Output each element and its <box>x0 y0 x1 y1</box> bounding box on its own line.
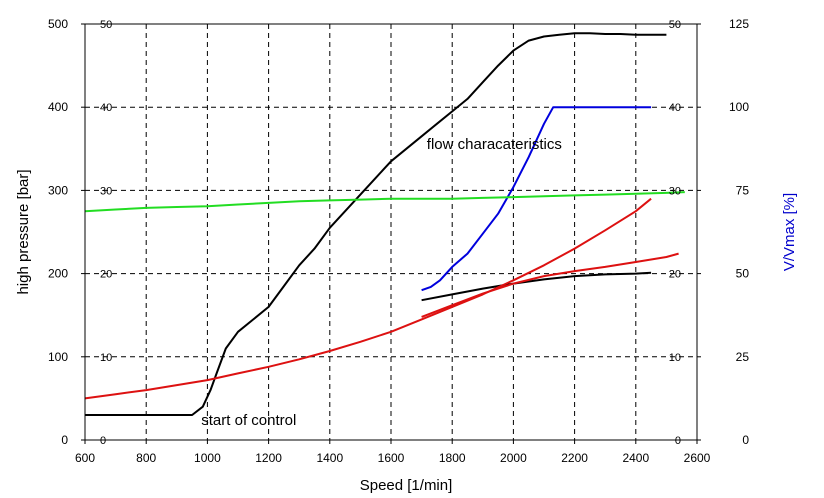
x-tick-label: 1800 <box>439 451 466 465</box>
series-line-6 <box>421 252 679 318</box>
series-line-4 <box>84 191 685 213</box>
inner-right-tick-label: 40 <box>669 102 681 114</box>
inner-left-tick-label: 0 <box>100 435 106 447</box>
y-left-tick-label: 500 <box>48 17 68 31</box>
annotation-1: flow characateristics <box>427 136 562 153</box>
x-tick-label: 1200 <box>255 451 282 465</box>
x-tick-label: 800 <box>136 451 156 465</box>
ticks: 600 800 1000 1200 1400 1600 1800 2000 2200 2400 26… <box>48 17 749 465</box>
y-left-axis-title: high pressure [bar] <box>15 169 32 294</box>
y-right-tick-label: 25 <box>736 350 750 364</box>
x-tick-label: 1000 <box>194 451 221 465</box>
inner-left-tick-label: 10 <box>100 352 112 364</box>
x-tick-label: 2000 <box>500 451 527 465</box>
x-tick-label: 2200 <box>561 451 588 465</box>
series-group <box>84 32 685 416</box>
inner-left-tick-label: 20 <box>100 269 112 281</box>
y-right-tick-label: 125 <box>729 17 749 31</box>
grid <box>85 24 697 440</box>
series-line-2 <box>421 271 652 302</box>
inner-right-tick-label: 30 <box>669 185 681 197</box>
x-tick-label: 2400 <box>622 451 649 465</box>
y-right-tick-label: 75 <box>736 183 750 197</box>
y-right-tick-label: 0 <box>742 433 749 447</box>
y-left-tick-label: 100 <box>48 350 68 364</box>
y-left-tick-label: 400 <box>48 100 68 114</box>
inner-left-tick-label: 30 <box>100 185 112 197</box>
y-right-tick-label: 50 <box>736 267 750 281</box>
series-line-5 <box>84 197 652 400</box>
y-left-tick-label: 200 <box>48 267 68 281</box>
y-left-tick-label: 300 <box>48 183 68 197</box>
x-tick-label: 1400 <box>316 451 343 465</box>
inner-right-tick-label: 0 <box>675 435 681 447</box>
inner-left-tick-label: 40 <box>100 102 112 114</box>
annotation-2: start of control <box>201 412 296 429</box>
inner-right-tick-label: 50 <box>669 19 681 31</box>
annotations: flow characateristics start of control <box>201 136 562 429</box>
inner-right-tick-label: 10 <box>669 352 681 364</box>
series-line-1 <box>85 32 667 416</box>
y-right-tick-label: 100 <box>729 100 749 114</box>
y-right-axis-title: V/Vmax [%] <box>781 193 798 271</box>
inner-right-tick-label: 20 <box>669 269 681 281</box>
x-tick-label: 2600 <box>684 451 711 465</box>
inner-left-tick-label: 50 <box>100 19 112 31</box>
x-tick-label: 600 <box>75 451 95 465</box>
x-axis-title: Speed [1/min] <box>360 477 453 494</box>
y-left-tick-label: 0 <box>61 433 68 447</box>
series-line-3 <box>421 106 652 292</box>
x-tick-label: 1600 <box>378 451 405 465</box>
